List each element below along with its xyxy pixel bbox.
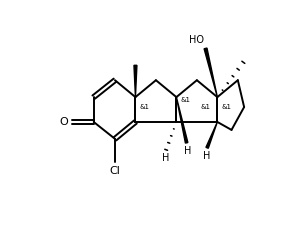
Text: &1: &1 — [139, 104, 149, 110]
Text: HO: HO — [189, 35, 204, 45]
Polygon shape — [134, 65, 137, 97]
Polygon shape — [206, 122, 217, 148]
Text: &1: &1 — [200, 104, 210, 110]
Text: H: H — [162, 153, 170, 163]
Polygon shape — [204, 48, 217, 97]
Polygon shape — [176, 97, 188, 143]
Text: &1: &1 — [221, 104, 231, 110]
Text: O: O — [60, 117, 68, 127]
Text: H: H — [184, 146, 191, 155]
Text: H: H — [203, 150, 211, 161]
Text: Cl: Cl — [110, 166, 121, 176]
Text: &1: &1 — [180, 97, 190, 103]
